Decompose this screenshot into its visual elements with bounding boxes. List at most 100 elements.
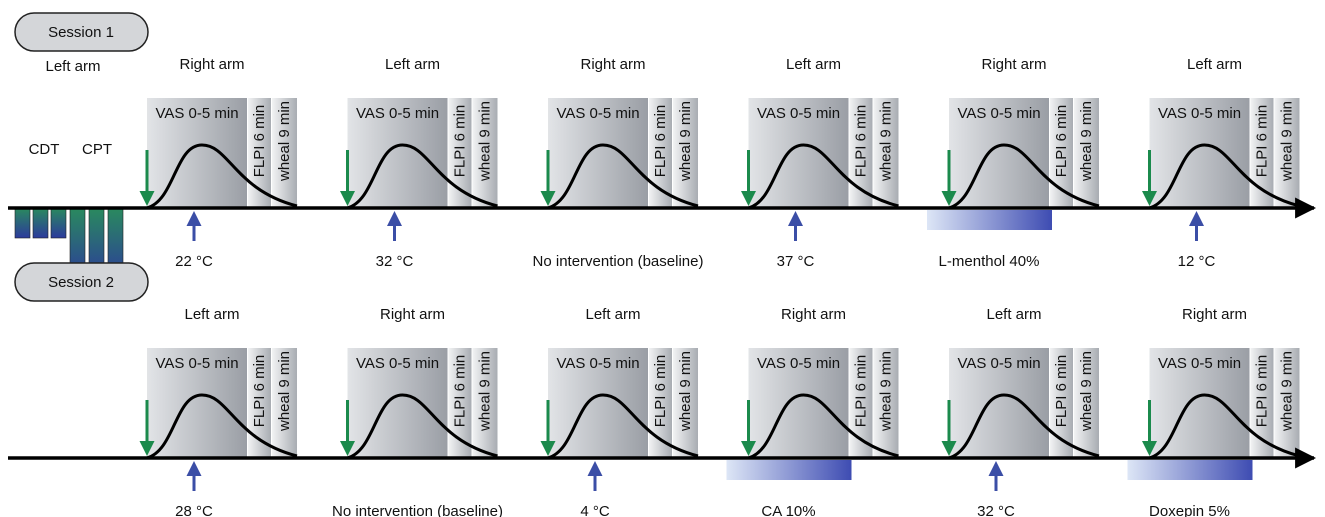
flpi-label: FLPI 6 min <box>852 105 869 178</box>
pre-test: CPT <box>82 141 112 158</box>
flpi-panel <box>649 348 672 458</box>
vas-panel <box>748 348 849 458</box>
vas-label: VAS 0-5 min <box>757 105 840 122</box>
arm-label: Left arm <box>986 306 1041 323</box>
vas-label: VAS 0-5 min <box>155 355 238 372</box>
wheal-panel <box>1074 98 1099 208</box>
vas-label: VAS 0-5 min <box>155 105 238 122</box>
vas-panel <box>347 98 448 208</box>
flpi-panel <box>649 98 672 208</box>
application-bar <box>1127 460 1253 480</box>
flpi-label: FLPI 6 min <box>1253 355 1270 428</box>
response-curve <box>1148 143 1300 210</box>
response-curve <box>547 393 699 460</box>
flpi-panel <box>248 98 271 208</box>
intervention-label: No intervention (baseline) <box>332 503 503 517</box>
flpi-label: FLPI 6 min <box>451 355 468 428</box>
wheal-label: wheal 9 min <box>877 101 894 182</box>
session-label: Session 2 <box>48 274 114 291</box>
pre-test: CDT <box>29 141 60 158</box>
flpi-panel <box>1250 98 1274 208</box>
vas-panel <box>347 348 448 458</box>
wheal-label: wheal 9 min <box>677 351 694 432</box>
response-curve <box>1148 393 1300 460</box>
flpi-panel <box>1050 98 1073 208</box>
vas-label: VAS 0-5 min <box>356 105 439 122</box>
vas-label: VAS 0-5 min <box>1158 355 1241 372</box>
vas-label: VAS 0-5 min <box>356 355 439 372</box>
pre-arm: Left arm <box>45 58 100 75</box>
wheal-panel <box>272 98 297 208</box>
arm-label: Left arm <box>1187 56 1242 73</box>
intervention-label: CA 10% <box>761 503 815 517</box>
flpi-label: FLPI 6 min <box>251 105 268 178</box>
intervention-label: 28 °C <box>175 503 213 517</box>
vas-panel <box>1149 348 1250 458</box>
application-bar <box>726 460 852 480</box>
flpi-panel <box>248 348 271 458</box>
arm-label: Left arm <box>184 306 239 323</box>
arm-label: Right arm <box>179 56 244 73</box>
vas-label: VAS 0-5 min <box>957 105 1040 122</box>
flpi-label: FLPI 6 min <box>1253 105 1270 178</box>
wheal-panel <box>1074 348 1099 458</box>
vas-panel <box>147 98 247 208</box>
arm-label: Right arm <box>981 56 1046 73</box>
response-curve <box>747 393 899 460</box>
intervention-label: 22 °C <box>175 253 213 270</box>
intervention-label: No intervention (baseline) <box>533 253 704 270</box>
session-pill <box>14 12 149 52</box>
flpi-label: FLPI 6 min <box>1053 105 1070 178</box>
wheal-panel <box>673 348 698 458</box>
intervention-label: 32 °C <box>977 503 1015 517</box>
wheal-panel <box>1274 348 1300 458</box>
flpi-panel <box>849 348 873 458</box>
vas-label: VAS 0-5 min <box>556 355 639 372</box>
vas-panel <box>548 98 648 208</box>
wheal-panel <box>272 348 297 458</box>
intervention-label: L-menthol 40% <box>939 253 1040 270</box>
arm-label: Right arm <box>580 56 645 73</box>
wheal-panel <box>873 98 899 208</box>
intervention-label: Doxepin 5% <box>1149 503 1230 517</box>
wheal-label: wheal 9 min <box>1278 351 1295 432</box>
flpi-panel <box>448 348 472 458</box>
arm-label: Right arm <box>781 306 846 323</box>
flpi-label: FLPI 6 min <box>652 105 669 178</box>
flpi-panel <box>1050 348 1073 458</box>
flpi-panel <box>1250 348 1274 458</box>
arm-label: Right arm <box>1182 306 1247 323</box>
flpi-label: FLPI 6 min <box>852 355 869 428</box>
vas-label: VAS 0-5 min <box>757 355 840 372</box>
flpi-panel <box>448 98 472 208</box>
session-label: Session 1 <box>48 24 114 41</box>
intervention-label: 12 °C <box>1178 253 1216 270</box>
response-curve <box>547 143 699 210</box>
intervention-label: 32 °C <box>376 253 414 270</box>
vas-panel <box>949 348 1049 458</box>
wheal-label: wheal 9 min <box>476 101 493 182</box>
session-pill <box>14 262 149 302</box>
vas-label: VAS 0-5 min <box>556 105 639 122</box>
arm-label: Left arm <box>585 306 640 323</box>
vas-panel <box>548 348 648 458</box>
vas-panel <box>949 98 1049 208</box>
wheal-label: wheal 9 min <box>677 101 694 182</box>
vas-panel <box>147 348 247 458</box>
response-curve <box>146 393 298 460</box>
wheal-label: wheal 9 min <box>1278 101 1295 182</box>
cdt-bar <box>14 207 31 239</box>
response-curve <box>948 393 1100 460</box>
wheal-label: wheal 9 min <box>877 351 894 432</box>
wheal-panel <box>472 348 498 458</box>
vas-label: VAS 0-5 min <box>957 355 1040 372</box>
wheal-label: wheal 9 min <box>1078 351 1095 432</box>
arm-label: Left arm <box>786 56 841 73</box>
response-curve <box>146 143 298 210</box>
cdt-bar <box>32 207 49 239</box>
flpi-label: FLPI 6 min <box>652 355 669 428</box>
vas-panel <box>748 98 849 208</box>
arm-label: Right arm <box>380 306 445 323</box>
application-bar <box>927 210 1052 230</box>
